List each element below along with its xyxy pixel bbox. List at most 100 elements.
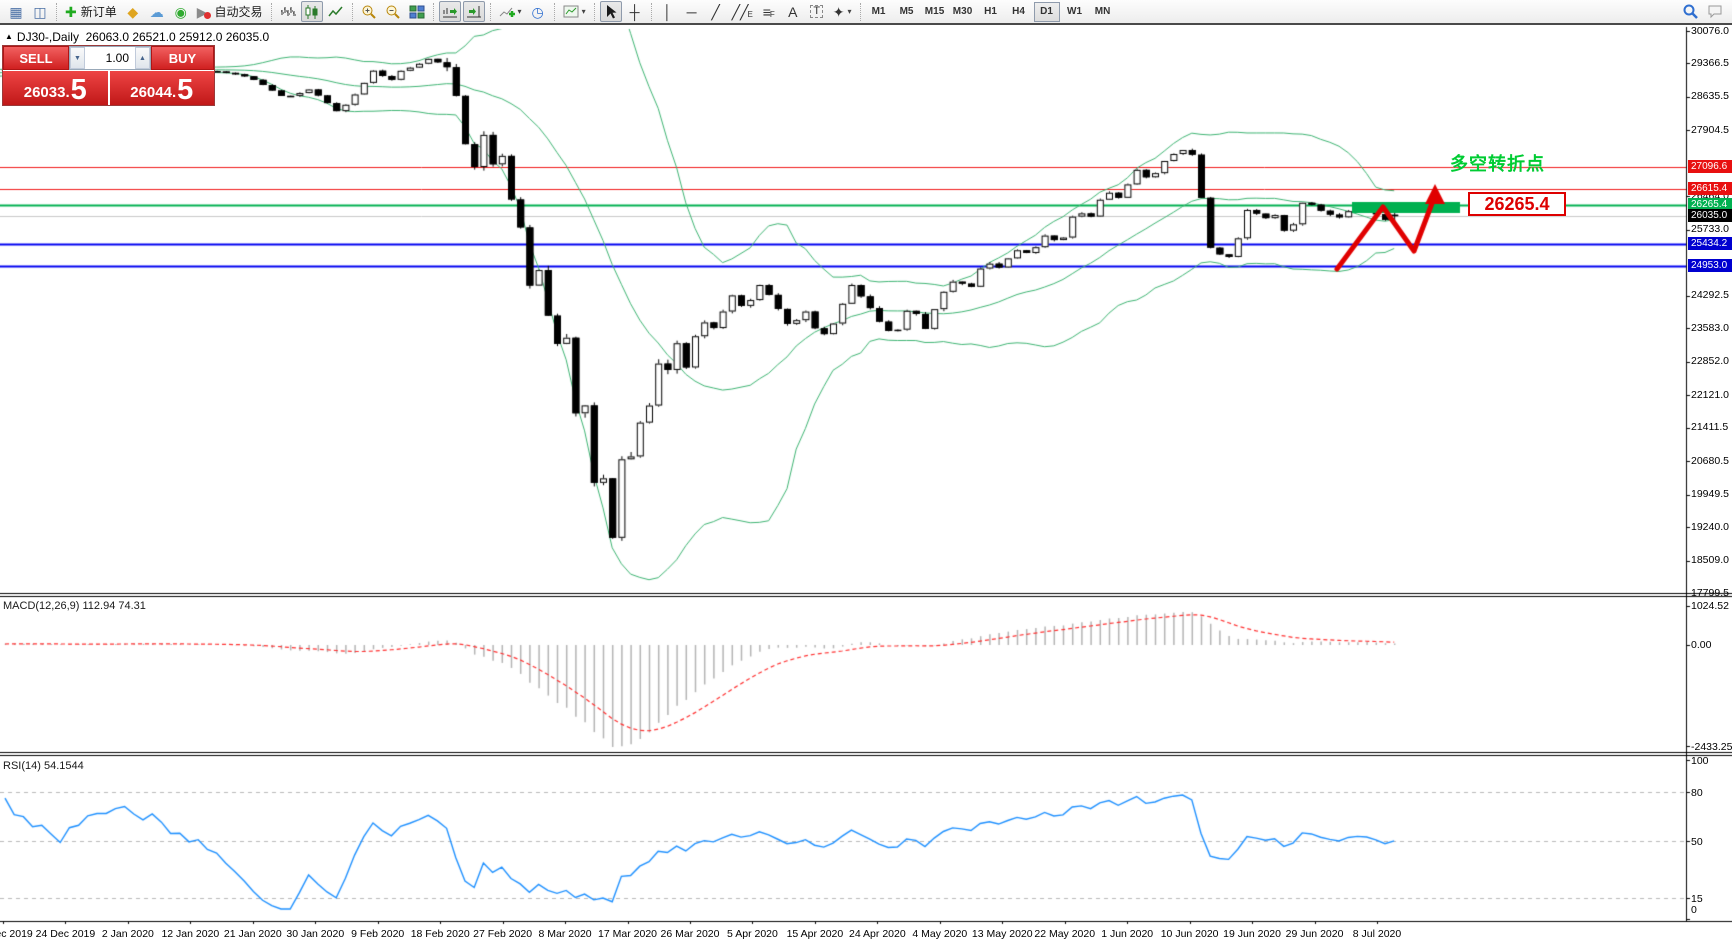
date-axis-label: 21 Jan 2020	[223, 928, 282, 940]
autotrading-icon[interactable]: ▶ 自动交易	[194, 1, 266, 22]
cursor-icon[interactable]	[599, 1, 622, 22]
date-axis-label: 15 Apr 2020	[786, 928, 844, 940]
metaeditor-icon[interactable]: ◆	[122, 1, 144, 22]
new-order-glyph: ✚	[65, 3, 77, 20]
zoom-out-icon[interactable]	[382, 1, 404, 22]
price-axis-tick: 24292.5	[1691, 289, 1729, 302]
toolbar: ▦ ◫ ✚ 新订单 ◆ ☁ ◉ ▶ 自动交易 ▾ ◷ ▾ ┼ │ ─ ╱ ╱╱ E ≡ F A T ✦ ▾ M1 M5 M15 M30…	[0, 0, 1732, 25]
date-axis-label: 8 Jul 2020	[1352, 928, 1402, 940]
rsi-axis-label: 100	[1691, 755, 1709, 767]
mql5-community-icon[interactable]: ☁	[146, 1, 168, 22]
arrows-glyph: ✦	[832, 3, 845, 20]
date-axis-label: 1 Jun 2020	[1101, 928, 1154, 940]
one-click-trade-panel: SELL ▼ 1.00 ▲ BUY 26033. 5 26044. 5	[2, 45, 215, 106]
level-price-badge: 24953.0	[1688, 258, 1732, 272]
search-icon[interactable]	[1679, 1, 1702, 22]
bar-chart-icon[interactable]	[277, 1, 299, 22]
rsi-axis-label: 0	[1691, 904, 1697, 916]
templates-dropdown-icon[interactable]: ▾	[581, 7, 586, 16]
one-click-collapse-icon[interactable]: ▲	[5, 32, 13, 41]
auto-scroll-icon[interactable]	[438, 1, 461, 22]
indicators-dropdown-icon[interactable]: ▾	[517, 7, 522, 16]
level-price-badge: 26265.4	[1688, 198, 1732, 212]
bid-price-main: 26033.	[23, 84, 70, 101]
volume-increase-icon[interactable]: ▲	[135, 47, 150, 69]
text-icon[interactable]: A	[782, 1, 804, 22]
date-axis-label: 30 Jan 2020	[286, 928, 345, 940]
date-axis-label: 4 May 2020	[912, 928, 968, 940]
rsi-axis-label: 50	[1691, 836, 1703, 848]
autotrading-label: 自动交易	[214, 5, 263, 19]
crosshair-icon[interactable]: ┼	[624, 1, 646, 22]
indicators-icon[interactable]: ▾	[496, 1, 525, 22]
bid-price[interactable]: 26033. 5	[3, 71, 108, 105]
timeframe-M5[interactable]: M5	[899, 6, 914, 17]
timeframe-M30[interactable]: M30	[952, 6, 973, 17]
new-chart-icon[interactable]: ▦	[5, 1, 27, 22]
date-axis-label: 2 Jan 2020	[101, 928, 154, 940]
chat-icon[interactable]	[1704, 1, 1727, 22]
price-axis-tick: 22121.0	[1691, 388, 1729, 401]
bid-price-big: 5	[70, 73, 87, 106]
level-price-badge: 27096.6	[1688, 160, 1732, 174]
timeframe-M1[interactable]: M1	[871, 6, 886, 17]
text-glyph: A	[788, 3, 798, 20]
date-axis-label: 24 Dec 2019	[35, 928, 96, 940]
current-price-badge: 26035.0	[1688, 209, 1732, 223]
price-axis-tick: 28635.5	[1691, 90, 1729, 103]
timeframe-H4[interactable]: H4	[1012, 6, 1025, 17]
volume-decrease-icon[interactable]: ▼	[70, 47, 85, 69]
horizontal-line-icon[interactable]: ─	[681, 1, 703, 22]
price-axis-tick: 27904.5	[1691, 123, 1729, 136]
rsi-label: RSI(14) 54.1544	[3, 760, 84, 772]
toolbar-separator	[650, 2, 652, 21]
date-axis-label: 17 Mar 2020	[598, 928, 658, 940]
equidistant-channel-icon[interactable]: ╱╱ E	[729, 1, 756, 22]
date-axis-label: 13 May 2020	[971, 928, 1033, 940]
macd-axis-label: 0.00	[1691, 639, 1712, 651]
date-axis-label: 26 Mar 2020	[660, 928, 720, 940]
tile-windows-icon[interactable]	[406, 1, 428, 22]
buy-button[interactable]: BUY	[151, 46, 214, 70]
volume-input[interactable]: 1.00	[105, 51, 129, 65]
text-label-icon[interactable]: T	[806, 1, 828, 22]
price-axis-tick: 21411.5	[1691, 421, 1729, 434]
toolbar-separator	[593, 2, 595, 21]
timeframe-MN[interactable]: MN	[1094, 6, 1111, 17]
trendline-glyph: ╱	[711, 3, 720, 20]
fibonacci-icon[interactable]: ≡ F	[758, 1, 780, 22]
trendline-icon[interactable]: ╱	[705, 1, 727, 22]
profiles-icon[interactable]: ◫	[29, 1, 51, 22]
line-chart-icon[interactable]	[325, 1, 347, 22]
signals-glyph: ◉	[174, 3, 187, 20]
new-order-icon[interactable]: ✚ 新订单	[62, 1, 120, 22]
sell-button[interactable]: SELL	[3, 46, 69, 70]
arrows-icon[interactable]: ✦ ▾	[830, 1, 855, 22]
arrows-dropdown-icon[interactable]: ▾	[847, 7, 852, 16]
signals-icon[interactable]: ◉	[170, 1, 192, 22]
macd-axis-label: -2433.25	[1691, 741, 1732, 753]
toolbar-separator	[56, 2, 57, 21]
vertical-line-icon[interactable]: │	[657, 1, 679, 22]
zoom-in-icon[interactable]	[358, 1, 380, 22]
ask-price-main: 26044.	[130, 84, 177, 101]
timeframe-D1[interactable]: D1	[1033, 1, 1060, 22]
macd-label: MACD(12,26,9) 112.94 74.31	[3, 600, 146, 612]
chart-symbol-period: DJ30-,Daily	[16, 30, 79, 44]
price-level-annotation[interactable]: 26265.4	[1468, 192, 1566, 216]
timeframe-H1[interactable]: H1	[984, 6, 997, 17]
timeframe-W1[interactable]: W1	[1067, 6, 1083, 17]
periods-icon[interactable]: ◷	[527, 1, 549, 22]
ask-price[interactable]: 26044. 5	[107, 71, 214, 105]
chart-area[interactable]	[0, 25, 1732, 950]
toolbar-separator	[351, 2, 353, 21]
templates-icon[interactable]: ▾	[560, 1, 589, 22]
toolbar-separator	[270, 2, 272, 21]
date-axis-label: 5 Apr 2020	[727, 928, 778, 940]
rsi-axis-label: 15	[1691, 892, 1703, 905]
turning-point-annotation[interactable]: 多空转折点	[1450, 154, 1545, 174]
timeframe-M15[interactable]: M15	[924, 6, 945, 17]
chart-shift-icon[interactable]	[462, 1, 485, 22]
candlestick-chart-icon[interactable]	[300, 1, 323, 22]
date-axis-label: 18 Feb 2020	[410, 928, 470, 940]
